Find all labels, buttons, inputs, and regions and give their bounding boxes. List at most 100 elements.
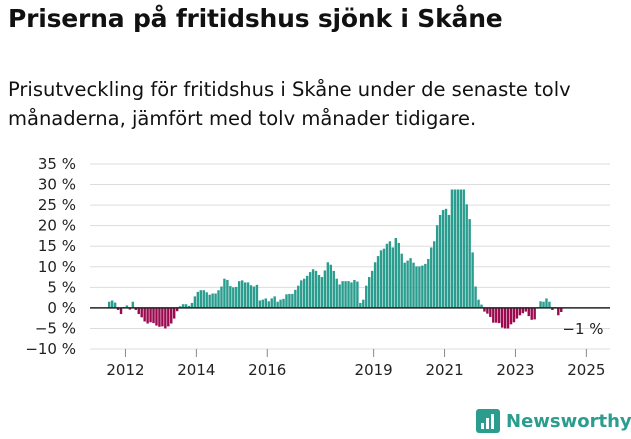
x-tick-label: 2025 xyxy=(567,361,605,379)
y-tick-label: 35 % xyxy=(38,155,76,173)
bar xyxy=(421,265,424,308)
bar xyxy=(480,304,483,308)
bar xyxy=(158,307,161,327)
bar xyxy=(237,281,241,308)
bar xyxy=(397,242,400,308)
bar xyxy=(542,301,545,308)
bar xyxy=(261,299,265,308)
bar xyxy=(521,307,525,314)
brand-logo: Newsworthy xyxy=(476,406,631,436)
bar xyxy=(551,307,554,310)
y-tick-label: 20 % xyxy=(38,217,76,235)
bar xyxy=(214,293,217,308)
bar xyxy=(453,189,457,308)
bar xyxy=(432,241,436,308)
bar xyxy=(152,307,155,324)
bar xyxy=(211,293,214,308)
bar xyxy=(524,307,528,312)
bar xyxy=(379,250,383,308)
bar xyxy=(545,298,548,308)
bar xyxy=(134,307,138,310)
bar xyxy=(427,258,430,308)
bar xyxy=(288,293,291,308)
bar xyxy=(205,292,208,308)
bar xyxy=(107,301,111,308)
bar xyxy=(450,189,454,308)
y-tick-label: 5 % xyxy=(47,278,76,296)
y-tick-label: −10 % xyxy=(25,340,76,358)
bar xyxy=(530,307,533,320)
bar xyxy=(483,307,486,312)
bar xyxy=(172,307,176,319)
bar xyxy=(350,282,353,308)
bar xyxy=(146,307,149,324)
y-tick-label: 30 % xyxy=(38,176,76,194)
bar xyxy=(167,307,170,327)
bar xyxy=(282,298,285,308)
bar xyxy=(184,304,188,308)
bar xyxy=(370,270,374,308)
bar xyxy=(400,253,403,308)
last-value-label: −1 % xyxy=(562,320,603,338)
bar xyxy=(385,243,389,308)
bar xyxy=(394,238,398,308)
chart-title: Priserna på fritidshus sjönk i Skåne xyxy=(8,4,503,33)
bar xyxy=(196,291,200,308)
bar xyxy=(267,301,270,308)
bar xyxy=(353,279,356,308)
bar xyxy=(208,294,211,308)
bar xyxy=(447,214,451,308)
bar xyxy=(406,260,409,308)
bar xyxy=(217,290,220,308)
bar xyxy=(276,301,279,308)
newsworthy-logo-icon xyxy=(476,409,500,433)
bar xyxy=(175,307,179,312)
x-axis: 2012 2014 2016 2019 2021 2023 2025 xyxy=(106,349,605,379)
bar xyxy=(533,307,536,320)
bar xyxy=(199,290,203,308)
bar xyxy=(270,298,273,308)
bar xyxy=(291,293,294,308)
bar xyxy=(143,307,146,322)
bar xyxy=(181,304,185,308)
bars xyxy=(107,189,563,329)
bar xyxy=(557,307,560,316)
bar xyxy=(367,277,371,308)
bar xyxy=(362,299,365,308)
bar xyxy=(311,269,315,308)
bar xyxy=(110,300,114,308)
bar xyxy=(273,296,276,308)
bar xyxy=(365,285,368,308)
bar xyxy=(285,294,288,308)
bar xyxy=(246,282,250,308)
bar xyxy=(223,278,226,308)
bar xyxy=(515,307,519,319)
bar xyxy=(468,219,471,308)
bar xyxy=(300,280,303,308)
chart-subtitle: Prisutveckling för fritidshus i Skåne un… xyxy=(8,78,571,130)
bar xyxy=(137,307,140,315)
bar xyxy=(471,252,474,308)
y-tick-label: 10 % xyxy=(38,258,76,276)
bar xyxy=(465,204,468,308)
bar xyxy=(258,300,262,308)
bar xyxy=(264,298,268,308)
bar xyxy=(373,262,377,308)
bar xyxy=(382,248,386,308)
bar xyxy=(161,307,164,327)
bar xyxy=(140,307,143,318)
bar xyxy=(249,285,253,308)
annotation: −1 % xyxy=(562,320,603,338)
bar xyxy=(128,307,132,310)
bar xyxy=(506,307,510,329)
bar xyxy=(344,281,347,308)
bar xyxy=(125,305,129,308)
bar xyxy=(459,189,463,308)
bar xyxy=(456,189,460,308)
bar xyxy=(220,286,223,308)
bar xyxy=(297,285,300,308)
bar xyxy=(403,262,406,308)
bar xyxy=(512,307,516,323)
bar xyxy=(462,189,465,308)
